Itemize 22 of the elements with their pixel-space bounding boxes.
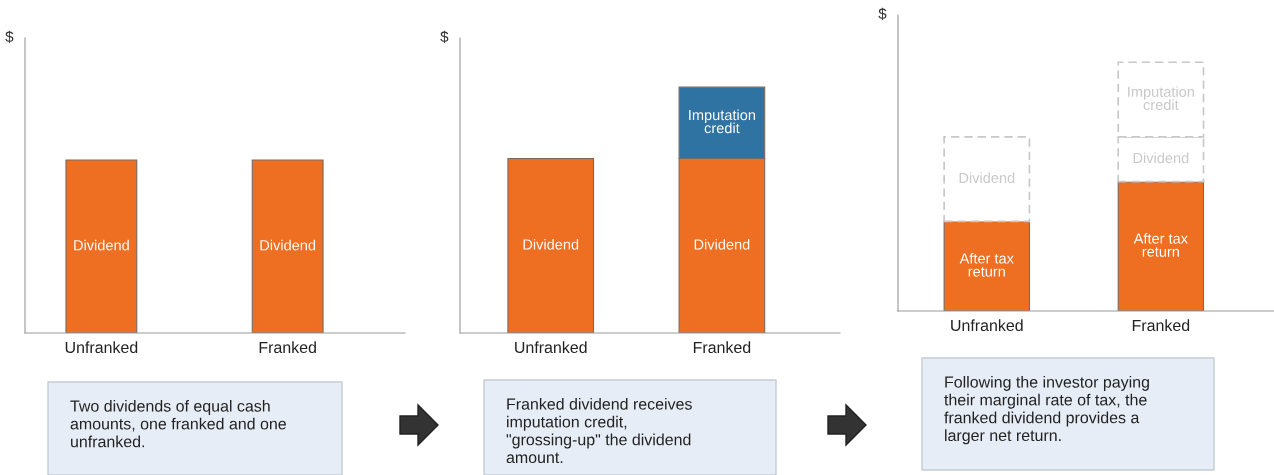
x-tick-label: Franked (693, 341, 751, 354)
text: Dividend (523, 238, 579, 250)
x-tick-label: Unfranked (515, 341, 587, 354)
x-tick-label: Franked (1132, 319, 1190, 332)
series-label: Dividend (74, 239, 129, 251)
bar (943, 220, 1030, 311)
text: Dividend (260, 239, 316, 251)
text: After tax return (1133, 233, 1188, 257)
y-axis-title: $ (440, 30, 449, 44)
y-axis-title: $ (878, 7, 887, 21)
x-tick-label: Franked (259, 341, 316, 354)
series-label: After tax return (959, 252, 1014, 277)
series-label: Dividend (694, 238, 750, 250)
x-tick-label: Unfranked (951, 319, 1023, 332)
text: Following the investor paying their marginal rate of tax, the franked dividend provides a larger net return. (944, 376, 1149, 445)
text: Franked dividend receives imputation credit, "grossing-up" the dividend amount. (506, 398, 692, 464)
y-axis-title: $ (5, 30, 14, 44)
bar (1117, 181, 1205, 311)
series-label: Imputation credit (689, 109, 755, 134)
x-tick-label: Unfranked (65, 341, 138, 354)
bar (943, 136, 1031, 223)
text: Two dividends of equal cash amounts, one franked and one unfranked. (70, 400, 286, 448)
